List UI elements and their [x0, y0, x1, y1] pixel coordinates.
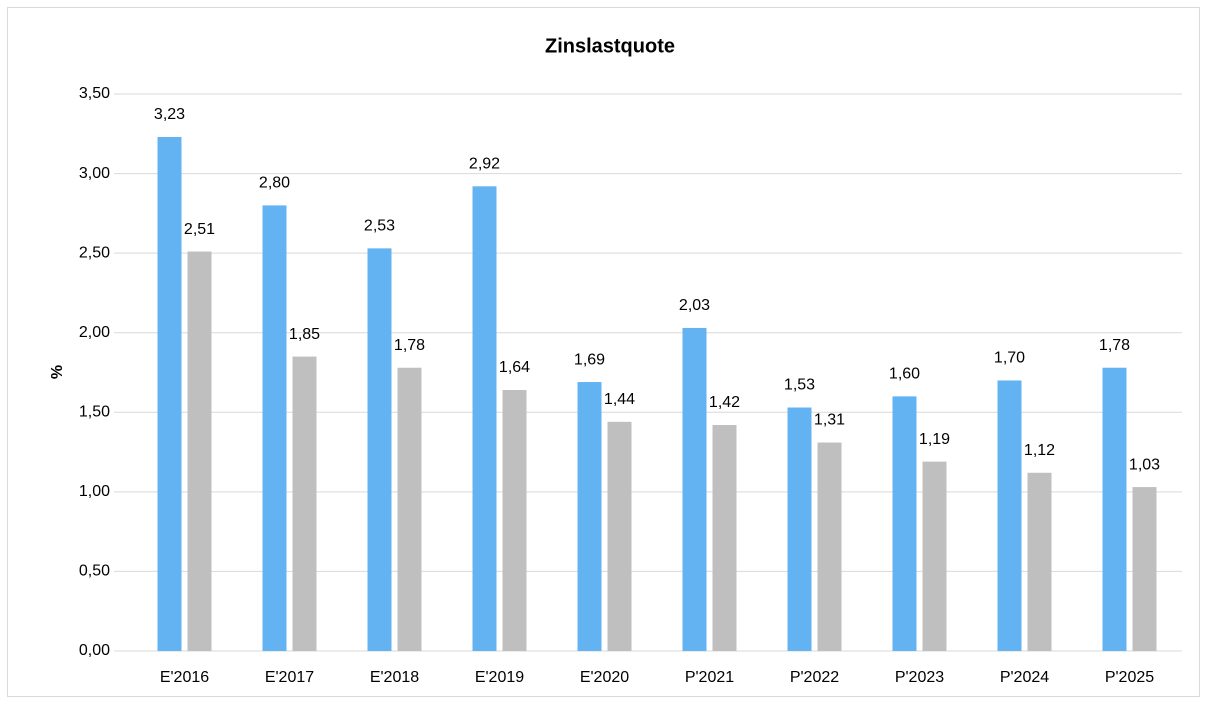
bar: [577, 382, 602, 651]
x-tick-label: E'2016: [160, 669, 209, 686]
data-label: 2,53: [364, 218, 395, 235]
bar: [682, 327, 707, 651]
chart-title: Zinslastquote: [545, 35, 675, 57]
x-tick-label: E'2017: [265, 669, 314, 686]
bar: [817, 442, 842, 651]
data-label: 1,12: [1024, 442, 1055, 459]
bar: [157, 136, 182, 651]
y-tick-label: 3,50: [79, 85, 110, 102]
x-tick-label: E'2020: [580, 669, 629, 686]
y-tick-label: 1,00: [79, 483, 110, 500]
data-label: 1,53: [784, 377, 815, 394]
data-label: 2,03: [679, 297, 710, 314]
y-axis-label: %: [49, 365, 66, 379]
x-tick-label: E'2018: [370, 669, 419, 686]
bar: [892, 396, 917, 651]
data-label: 1,70: [994, 350, 1025, 367]
data-label: 2,80: [259, 175, 290, 192]
bar: [292, 356, 317, 651]
x-tick-label: P'2021: [685, 669, 734, 686]
bar: [472, 186, 497, 651]
bar: [262, 205, 287, 651]
data-label: 1,31: [814, 412, 845, 429]
y-tick-label: 2,00: [79, 324, 110, 341]
data-label: 1,44: [604, 391, 635, 408]
bar: [1132, 487, 1157, 651]
data-label: 1,60: [889, 366, 920, 383]
x-tick-label: P'2022: [790, 669, 839, 686]
bar: [1102, 367, 1127, 651]
data-label: 1,03: [1129, 456, 1160, 473]
bar: [712, 425, 737, 651]
data-label: 1,64: [499, 359, 530, 376]
data-label: 1,69: [574, 351, 605, 368]
bar: [787, 407, 812, 651]
bar: [607, 421, 632, 651]
bar: [397, 367, 422, 651]
bar: [997, 380, 1022, 651]
bar: [1027, 472, 1052, 651]
bar: [187, 251, 212, 651]
y-tick-label: 2,50: [79, 244, 110, 261]
data-label: 1,85: [289, 326, 320, 343]
data-label: 1,42: [709, 394, 740, 411]
y-tick-label: 0,50: [79, 563, 110, 580]
data-label: 1,78: [394, 337, 425, 354]
y-tick-label: 3,00: [79, 165, 110, 182]
bar: [922, 461, 947, 651]
bar: [502, 390, 527, 651]
data-label: 2,51: [184, 221, 215, 238]
x-tick-label: P'2024: [1000, 669, 1049, 686]
y-tick-label: 1,50: [79, 404, 110, 421]
data-label: 1,19: [919, 431, 950, 448]
data-label: 1,78: [1099, 337, 1130, 354]
data-label: 2,92: [469, 156, 500, 173]
x-tick-label: P'2023: [895, 669, 944, 686]
bar: [367, 248, 392, 651]
data-label: 3,23: [154, 106, 185, 123]
x-tick-label: E'2019: [475, 669, 524, 686]
y-tick-label: 0,00: [79, 642, 110, 659]
x-tick-label: P'2025: [1105, 669, 1154, 686]
